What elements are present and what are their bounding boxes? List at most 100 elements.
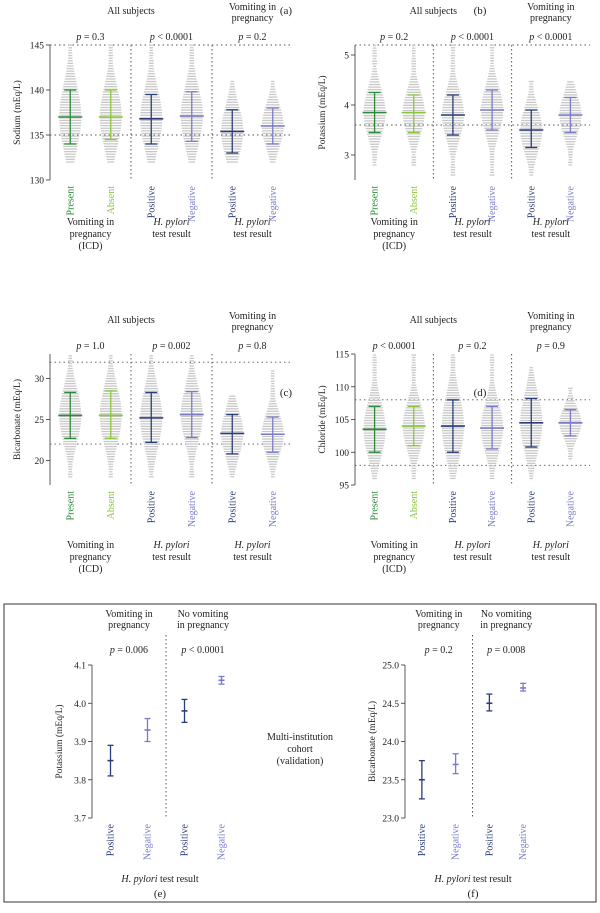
group-header: pregnancy bbox=[232, 13, 274, 24]
category-label: Negative bbox=[143, 823, 154, 860]
y-tick-label: 25 bbox=[35, 416, 45, 426]
category-label: Negative bbox=[187, 185, 198, 222]
validation-box bbox=[3, 603, 597, 903]
p-value: p = 1.0 bbox=[75, 341, 104, 352]
group-header: Vomiting in bbox=[527, 311, 574, 322]
x-group-label: (ICD) bbox=[382, 564, 406, 575]
group-header: Vomiting in bbox=[415, 609, 462, 620]
p-value: p = 0.2 bbox=[379, 32, 408, 43]
y-tick-label: 130 bbox=[30, 177, 45, 187]
category-label: Positive bbox=[146, 490, 157, 523]
category-label: Present bbox=[370, 491, 381, 521]
category-label: Negative bbox=[518, 823, 529, 860]
category-label: Positive bbox=[526, 490, 537, 523]
group-header: pregnancy bbox=[418, 620, 460, 631]
group-header: All subjects bbox=[410, 315, 458, 326]
y-tick-label: 20 bbox=[35, 457, 45, 467]
validation-note: Multi-institution bbox=[267, 732, 333, 743]
x-group-label: Vomiting in bbox=[371, 217, 418, 228]
x-group-label: Vomiting in bbox=[67, 217, 114, 228]
y-axis-label: Sodium (mEq/L) bbox=[12, 80, 23, 145]
y-axis-label: Potassium (mEq/L) bbox=[54, 704, 65, 778]
category-label: Absent bbox=[409, 491, 420, 520]
chart-panel-3: 95 100 105 110 115 Chloride (mEq/L) All subjec… bbox=[317, 311, 590, 575]
y-tick-label: 24.0 bbox=[382, 738, 399, 748]
x-group-label: test result bbox=[532, 552, 571, 563]
y-axis-label: Bicarbonate (mEq/L) bbox=[12, 379, 23, 460]
validation-note: cohort bbox=[287, 744, 313, 755]
x-group-label: H. pylori bbox=[152, 540, 189, 551]
x-axis-label: H. pylori test result bbox=[120, 874, 198, 885]
category-label: Positive bbox=[526, 185, 537, 218]
x-group-label: H. pylori bbox=[532, 540, 569, 551]
category-label: Present bbox=[65, 491, 76, 521]
p-value: p = 0.2 bbox=[237, 32, 266, 43]
p-value: p = 0.006 bbox=[109, 645, 148, 656]
p-value: p < 0.0001 bbox=[372, 341, 416, 352]
y-axis-label: Chloride (mEq/L) bbox=[317, 385, 328, 453]
group-header: in pregnancy bbox=[480, 620, 532, 631]
category-label: Absent bbox=[409, 186, 420, 215]
x-group-label: test result bbox=[233, 229, 272, 240]
x-group-label: H. pylori bbox=[233, 217, 270, 228]
category-label: Absent bbox=[106, 186, 117, 215]
y-tick-label: 5 bbox=[344, 52, 349, 62]
p-value: p = 0.008 bbox=[486, 645, 525, 656]
x-group-label: pregnancy bbox=[373, 229, 415, 240]
x-group-label: H. pylori bbox=[453, 540, 490, 551]
x-group-label: H. pylori bbox=[152, 217, 189, 228]
category-label: Negative bbox=[487, 490, 498, 527]
group-header: in pregnancy bbox=[177, 620, 229, 631]
group-header: All subjects bbox=[410, 6, 458, 17]
x-group-label: pregnancy bbox=[70, 552, 112, 563]
y-tick-label: 140 bbox=[30, 87, 45, 97]
y-tick-label: 115 bbox=[335, 351, 349, 361]
y-tick-label: 23.0 bbox=[382, 815, 399, 825]
chart-panel-4: 3.7 3.8 3.9 4.0 4.1 Potassium (mEq/L) Vomiting… bbox=[54, 609, 229, 900]
y-tick-label: 3.7 bbox=[74, 815, 86, 825]
category-label: Present bbox=[65, 186, 76, 216]
y-tick-label: 105 bbox=[335, 416, 350, 426]
y-tick-label: 135 bbox=[30, 132, 45, 142]
group-header: No vomiting bbox=[481, 609, 532, 620]
y-axis-label: Bicarbonate (mEq/L) bbox=[367, 701, 378, 782]
p-value: p = 0.002 bbox=[151, 341, 190, 352]
x-axis-label: H. pylori test result bbox=[433, 874, 511, 885]
panel-label: (e) bbox=[154, 888, 167, 900]
x-group-label: test result bbox=[233, 552, 272, 563]
x-group-label: H. pylori bbox=[233, 540, 270, 551]
y-tick-label: 100 bbox=[335, 449, 350, 459]
p-value: p = 0.2 bbox=[457, 341, 486, 352]
group-header: pregnancy bbox=[108, 620, 150, 631]
p-value: p = 0.2 bbox=[424, 645, 453, 656]
group-header: Vomiting in bbox=[527, 2, 574, 13]
y-axis-label: Potassium (mEq/L) bbox=[317, 75, 328, 149]
category-label: Positive bbox=[448, 185, 459, 218]
panel-label: (c) bbox=[280, 387, 293, 399]
category-label: Positive bbox=[227, 490, 238, 523]
category-label: Positive bbox=[180, 823, 191, 856]
x-group-label: pregnancy bbox=[70, 229, 112, 240]
y-tick-label: 24.5 bbox=[382, 700, 399, 710]
category-label: Negative bbox=[268, 185, 279, 222]
group-header: Vomiting in bbox=[229, 311, 276, 322]
chart-panel-1: 3 4 5 Potassium (mEq/L) All subjects p = 0.2 V… bbox=[317, 2, 590, 252]
x-group-label: test result bbox=[453, 552, 492, 563]
category-label: Absent bbox=[106, 491, 117, 520]
x-group-label: test result bbox=[532, 229, 571, 240]
y-tick-label: 95 bbox=[340, 482, 350, 492]
x-group-label: (ICD) bbox=[382, 241, 406, 252]
category-label: Present bbox=[370, 186, 381, 216]
y-tick-label: 23.5 bbox=[382, 776, 399, 786]
category-label: Positive bbox=[146, 185, 157, 218]
validation-note: (validation) bbox=[277, 756, 324, 767]
y-tick-label: 4.1 bbox=[74, 662, 86, 672]
p-value: p = 0.3 bbox=[75, 32, 104, 43]
y-tick-label: 3.8 bbox=[74, 776, 86, 786]
category-label: Negative bbox=[565, 185, 576, 222]
p-value: p < 0.0001 bbox=[149, 32, 193, 43]
category-label: Positive bbox=[417, 823, 428, 856]
category-label: Positive bbox=[106, 823, 117, 856]
x-group-label: H. pylori bbox=[453, 217, 490, 228]
